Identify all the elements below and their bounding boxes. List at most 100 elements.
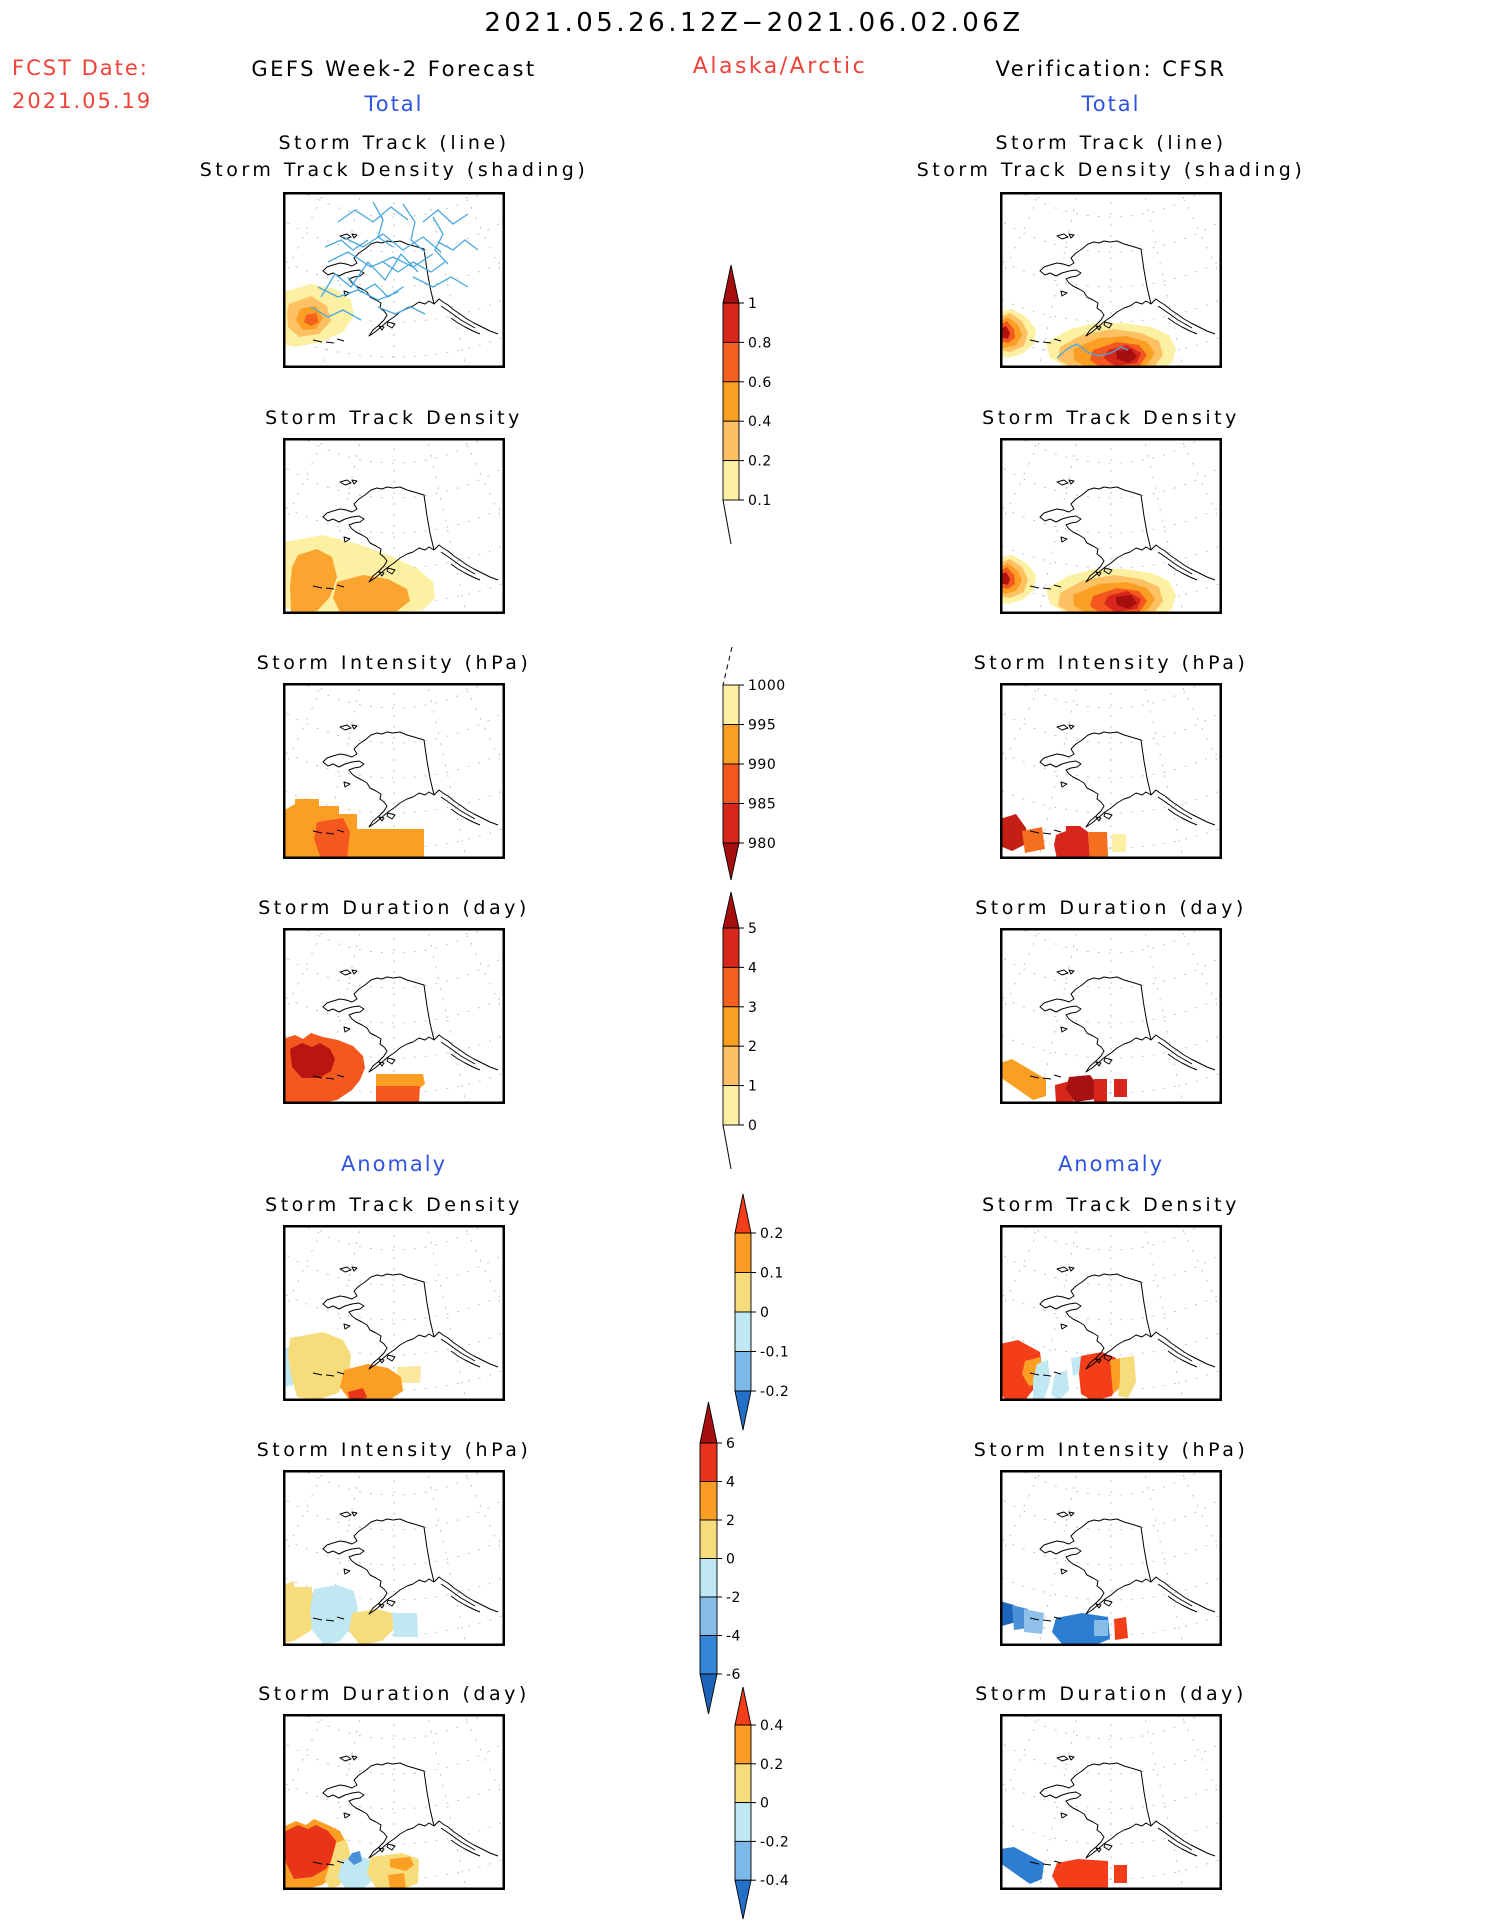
storm-track-line <box>310 306 362 321</box>
shading-region <box>1088 832 1108 859</box>
storm-duration-total-scale-tick-label: 1 <box>748 1079 757 1095</box>
storm-intensity-total-scale-tick-label: 980 <box>748 836 776 852</box>
storm-duration-total-scale-tick-label: 0 <box>748 1118 757 1134</box>
map-panel-right-row1 <box>1000 192 1222 368</box>
shading-region <box>338 1855 374 1890</box>
forecast-column-header: GEFS Week-2 Forecast <box>251 57 537 81</box>
alaska-coastline <box>1029 724 1216 835</box>
shading-region <box>1054 826 1090 859</box>
map-panel-right-row6 <box>1000 1470 1222 1646</box>
shading-region <box>283 799 424 859</box>
shading-region <box>376 1074 425 1088</box>
alaska-coastline <box>1029 969 1216 1080</box>
shading-region <box>1000 1601 1016 1626</box>
track-density-anomaly-scale-tick-label: -0.1 <box>760 1345 789 1361</box>
storm-track-line <box>347 276 404 298</box>
map-panel-right-row4 <box>1000 928 1222 1104</box>
storm-track-density-total-scale-tick-label: 0.8 <box>748 335 772 351</box>
panel-title-left-row2: Storm Track Density <box>265 407 523 429</box>
alaska-coastline <box>312 969 499 1080</box>
track-density-anomaly-scale: 0.2 0.1 0 -0.1 -0.2 <box>734 1193 789 1431</box>
storm-track-line <box>422 209 469 225</box>
shading-region <box>304 313 319 326</box>
shading-region <box>290 549 337 614</box>
track-density-anomaly-scale-tick-label: -0.2 <box>760 1384 789 1400</box>
intensity-anomaly-scale-tick-label: 6 <box>726 1436 735 1452</box>
map-panel-left-row6 <box>283 1470 505 1646</box>
shading-region <box>376 1086 420 1103</box>
storm-track-density-total-scale-tick-label: 0.1 <box>748 493 772 509</box>
date-range-title: 2021.05.26.12Z−2021.06.02.06Z <box>484 8 1024 38</box>
shading-region <box>1114 1617 1128 1640</box>
shading-region <box>1000 814 1028 851</box>
shading-region <box>1114 1079 1127 1097</box>
intensity-anomaly-scale-tick-label: 2 <box>726 1513 735 1529</box>
panel-title-left-row3: Storm Intensity (hPa) <box>256 652 532 674</box>
intensity-anomaly-scale: 6 4 2 0 -2 -4 -6 <box>699 1401 741 1715</box>
panel-title-right-row5: Storm Track Density <box>982 1194 1240 1216</box>
shading-region <box>348 1851 362 1865</box>
shading-region <box>310 1585 358 1645</box>
duration-anomaly-scale-tick-label: 0.4 <box>760 1718 784 1734</box>
alaska-coastline <box>312 1755 499 1866</box>
anomaly-section-label-right: Anomaly <box>1057 1152 1165 1176</box>
panel-title-left-row7: Storm Duration (day) <box>258 1683 530 1705</box>
storm-duration-total-scale-tick-label: 3 <box>748 1000 757 1016</box>
storm-track-line <box>372 201 394 248</box>
alaska-coastline <box>312 1266 499 1377</box>
panel-title-right-row6: Storm Intensity (hPa) <box>973 1439 1249 1461</box>
map-panel-right-row3 <box>1000 683 1222 859</box>
storm-track-line <box>337 206 409 223</box>
duration-anomaly-scale-tick-label: -0.2 <box>760 1834 789 1850</box>
map-panel-left-row5 <box>283 1225 505 1401</box>
shading-region <box>284 1825 336 1879</box>
map-panel-left-row1 <box>283 192 505 368</box>
storm-track-line <box>402 203 426 253</box>
duration-anomaly-scale-tick-label: 0 <box>760 1796 769 1812</box>
alaska-coastline <box>312 1511 499 1622</box>
map-panel-left-row4 <box>283 928 505 1104</box>
map-panel-right-row5 <box>1000 1225 1222 1401</box>
intensity-anomaly-scale-tick-label: -6 <box>726 1667 741 1683</box>
storm-intensity-total-scale-tick-label: 995 <box>748 718 776 734</box>
total-section-label-right: Total <box>1081 92 1141 116</box>
intensity-anomaly-scale-tick-label: -2 <box>726 1590 741 1606</box>
shading-region <box>1116 349 1137 363</box>
shading-region <box>349 1609 394 1645</box>
map-panel-left-row3 <box>283 683 505 859</box>
fcst-date-value: 2021.05.19 <box>12 89 153 113</box>
storm-duration-total-scale-tick-label: 4 <box>748 960 757 976</box>
map-panel-right-row7 <box>1000 1714 1222 1890</box>
duration-anomaly-scale: 0.4 0.2 0 -0.2 -0.4 <box>734 1686 789 1920</box>
panel-title-right-row4: Storm Duration (day) <box>975 897 1247 919</box>
shading-region <box>1051 1370 1069 1401</box>
shading-region <box>333 575 410 614</box>
shading-region <box>1116 595 1137 609</box>
shading-region <box>388 1873 406 1890</box>
shading-region <box>1000 1059 1046 1100</box>
panel-title-right-row1: Storm Track (line) Storm Track Density (… <box>916 132 1306 181</box>
map-panel-right-row2 <box>1000 438 1222 614</box>
storm-track-line <box>382 261 446 273</box>
storm-track-line <box>1056 343 1129 359</box>
shading-region <box>1000 1847 1044 1884</box>
storm-intensity-total-scale-tick-label: 990 <box>748 757 776 773</box>
panel-title-left-row6: Storm Intensity (hPa) <box>256 1439 532 1461</box>
shading-region <box>1112 834 1126 852</box>
storm-track-density-total-scale-tick-label: 0.2 <box>748 454 772 470</box>
intensity-anomaly-scale-tick-label: 0 <box>726 1552 735 1568</box>
region-label: Alaska/Arctic <box>692 54 868 79</box>
track-density-anomaly-scale-tick-label: 0 <box>760 1305 769 1321</box>
alaska-coastline <box>1029 479 1216 590</box>
panel-title-left-row4: Storm Duration (day) <box>258 897 530 919</box>
alaska-coastline <box>312 724 499 835</box>
duration-anomaly-scale-tick-label: 0.2 <box>760 1757 784 1773</box>
panel-title-left-row5: Storm Track Density <box>265 1194 523 1216</box>
storm-track-density-total-scale-tick-label: 0.6 <box>748 375 772 391</box>
duration-anomaly-scale-tick-label: -0.4 <box>760 1873 789 1889</box>
alaska-coastline <box>312 479 499 590</box>
storm-intensity-total-scale: 1000 995 990 985 980 <box>722 646 785 881</box>
shading-region <box>1052 1859 1108 1890</box>
alaska-coastline <box>1029 1755 1216 1866</box>
panel-title-right-row2: Storm Track Density <box>982 407 1240 429</box>
